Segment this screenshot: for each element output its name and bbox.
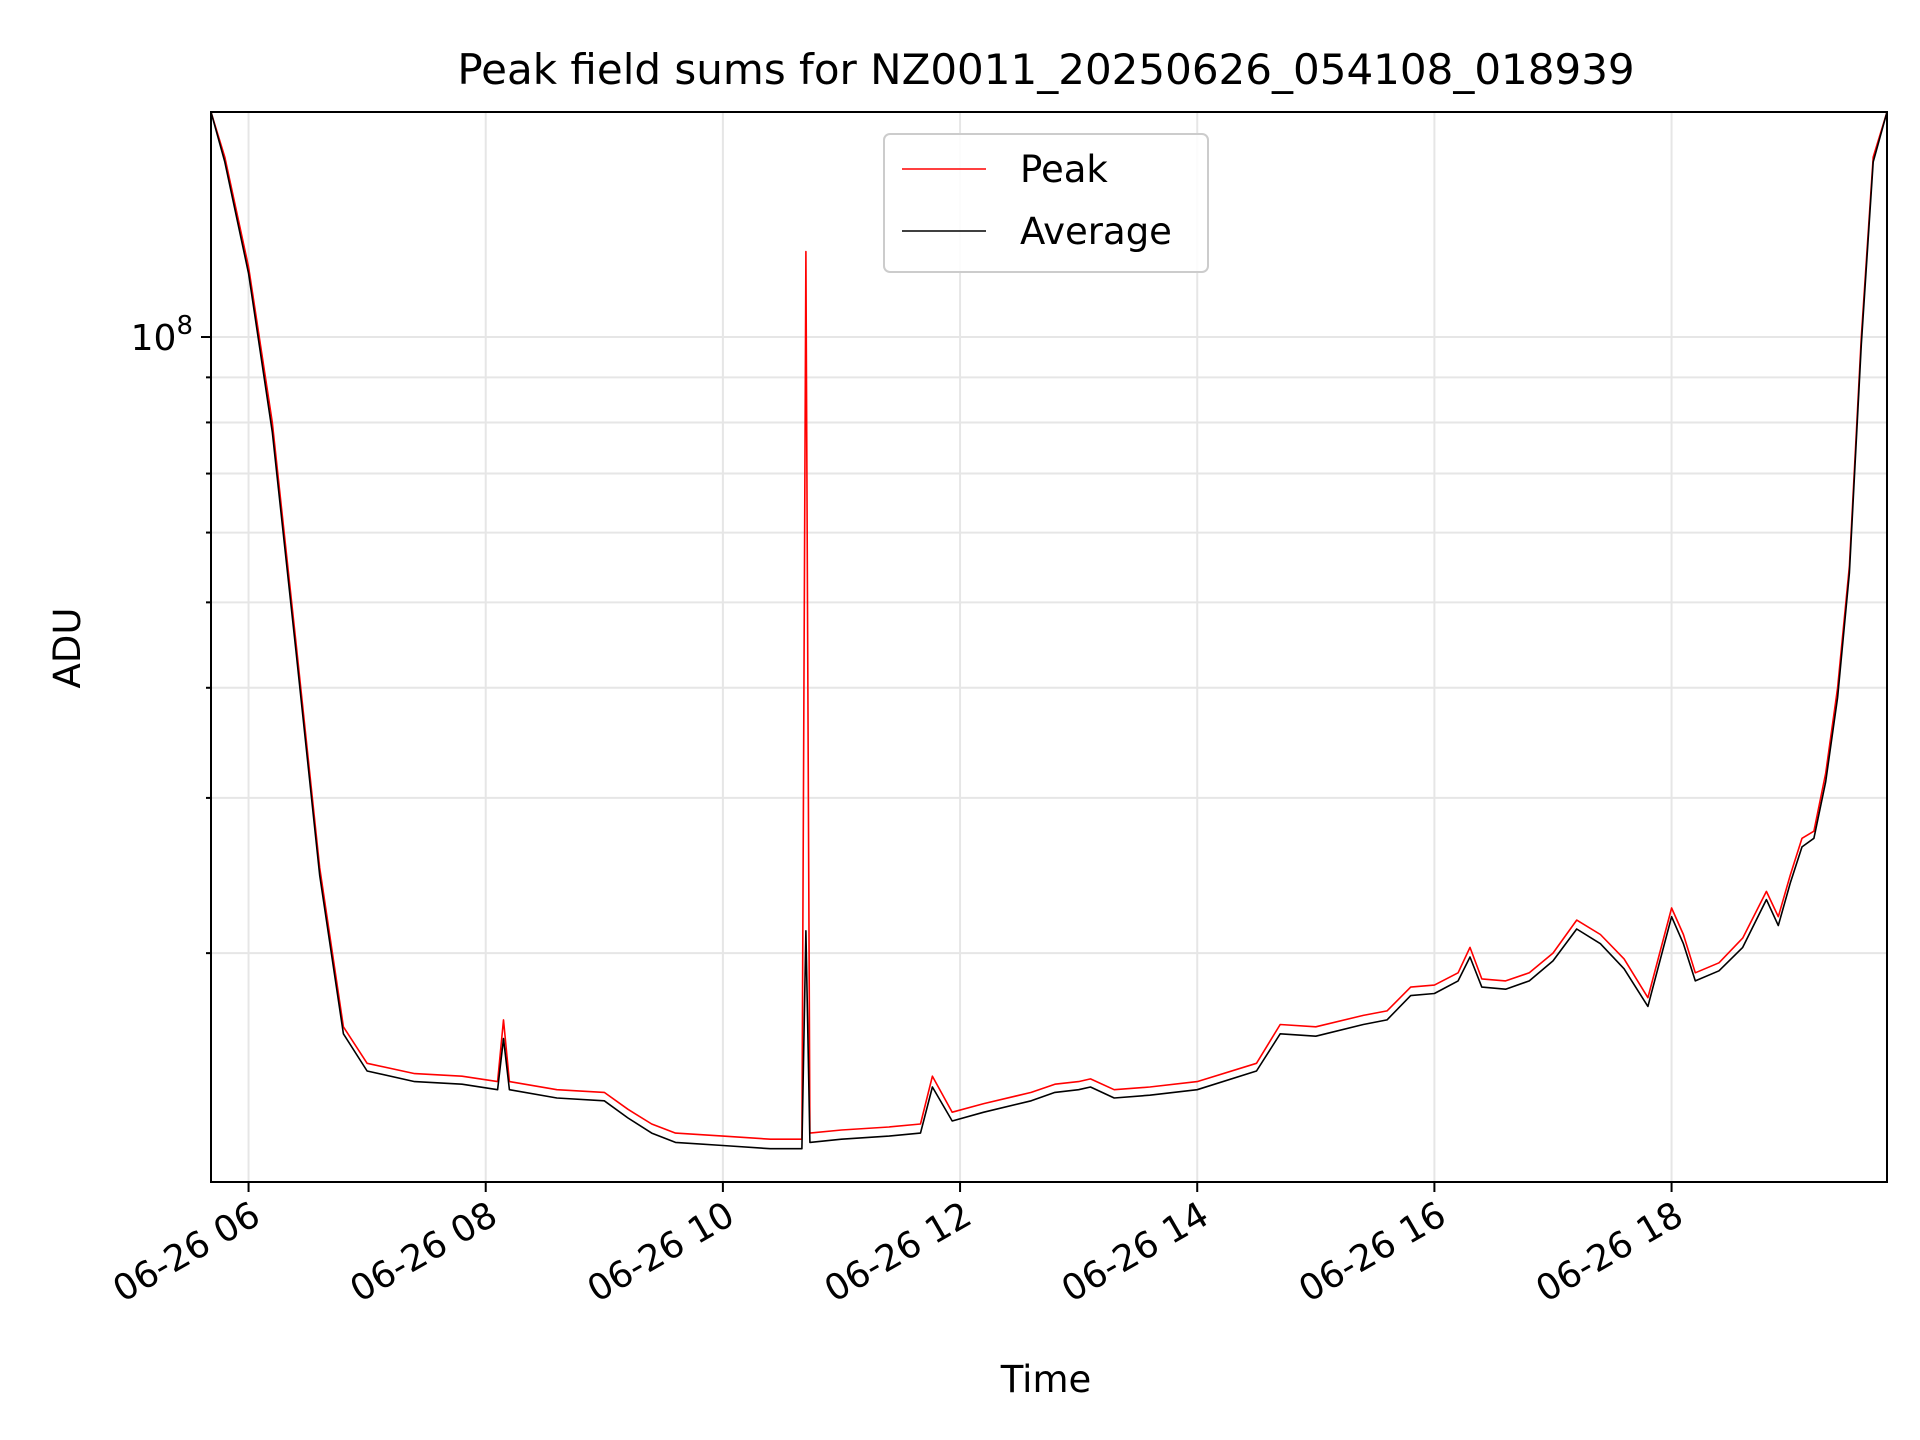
series-layer — [211, 112, 1887, 1150]
series-line-peak — [211, 112, 1887, 1140]
series-line-average — [211, 112, 1887, 1150]
legend-average-label: Average — [1020, 210, 1172, 253]
legend-peak-label: Peak — [1020, 148, 1108, 191]
plot-frame — [210, 111, 1888, 1183]
grid — [211, 112, 1887, 1182]
legend: Peak Average — [883, 133, 1209, 273]
x-axis-label: Time — [1000, 1358, 1092, 1401]
y-tick-label-exponent: 8 — [176, 311, 193, 341]
chart-title: Peak field sums for NZ0011_20250626_0541… — [457, 45, 1634, 94]
y-axis-label: ADU — [46, 608, 89, 689]
y-tick-label-base: 10 — [131, 318, 177, 359]
y-tick-label: 108 — [131, 311, 193, 359]
